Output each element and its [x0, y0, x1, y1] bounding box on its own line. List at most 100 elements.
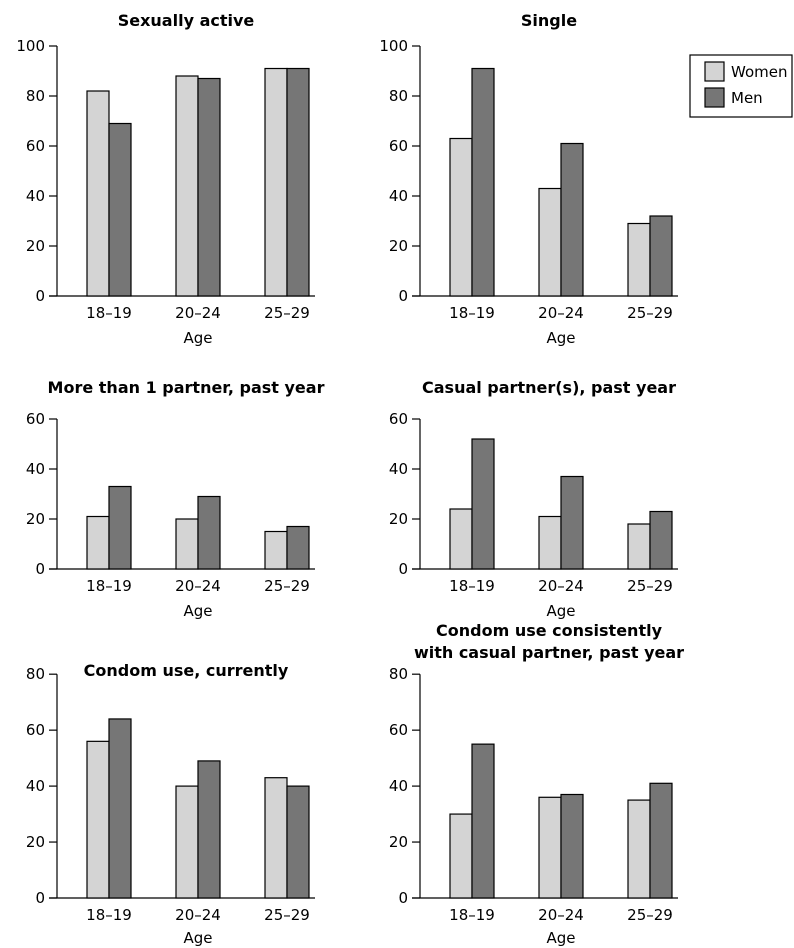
y-tick-label: 20: [389, 833, 408, 851]
x-tick-label: 25–29: [627, 906, 673, 924]
bar-men-1: [108, 122, 132, 297]
x-tick-label: 18–19: [449, 577, 495, 595]
y-tick-label: 0: [35, 560, 45, 578]
y-tick-label: 60: [26, 137, 45, 155]
legend-swatch-women: [704, 61, 725, 82]
bar-men-3: [649, 215, 673, 297]
x-tick-label: 18–19: [86, 304, 132, 322]
bar-women-3: [627, 523, 651, 570]
y-tick-label: 40: [389, 187, 408, 205]
bar-women-1: [449, 508, 473, 570]
y-tick-label: 60: [389, 721, 408, 739]
x-axis-title: Age: [183, 929, 212, 947]
y-tick-label: 80: [26, 87, 45, 105]
y-tick-label: 100: [379, 37, 408, 55]
x-tick-label: 18–19: [449, 304, 495, 322]
bar-women-1: [86, 515, 110, 570]
bar-women-2: [538, 187, 562, 297]
y-tick-label: 60: [389, 137, 408, 155]
bar-men-1: [471, 67, 495, 297]
x-tick-label: 20–24: [175, 304, 221, 322]
chart-title: Single: [521, 11, 577, 30]
bar-women-2: [538, 796, 562, 899]
bar-women-3: [264, 530, 288, 570]
bar-men-2: [197, 760, 221, 899]
bar-men-2: [197, 495, 221, 570]
chart-panel-5: Condom use, currently 0 20 40 60 80 18–19 20–24…: [26, 661, 315, 947]
x-tick-label: 18–19: [86, 906, 132, 924]
chart-title: Condom use consistently: [436, 621, 663, 640]
x-tick-label: 20–24: [538, 577, 584, 595]
y-tick-label: 20: [26, 833, 45, 851]
chart-title: Casual partner(s), past year: [422, 378, 676, 397]
y-tick-label: 40: [26, 777, 45, 795]
bar-men-3: [649, 782, 673, 899]
bar-men-3: [286, 525, 310, 570]
x-tick-label: 18–19: [86, 577, 132, 595]
chart-title: with casual partner, past year: [414, 643, 684, 662]
y-tick-label: 0: [398, 889, 408, 907]
chart-title: Condom use, currently: [84, 661, 289, 680]
y-tick-label: 20: [26, 510, 45, 528]
chart-panel-3: More than 1 partner, past year 0 20 40 60 18–…: [26, 378, 325, 620]
y-tick-label: 0: [35, 287, 45, 305]
x-tick-label: 25–29: [627, 304, 673, 322]
bar-women-1: [86, 90, 110, 297]
bar-women-2: [175, 785, 199, 899]
bar-women-3: [627, 799, 651, 899]
y-tick-label: 60: [26, 721, 45, 739]
x-tick-label: 20–24: [538, 304, 584, 322]
bar-men-2: [560, 793, 584, 899]
y-tick-label: 60: [389, 410, 408, 428]
y-tick-label: 0: [35, 889, 45, 907]
y-tick-label: 60: [26, 410, 45, 428]
bar-men-2: [197, 77, 221, 297]
y-tick-label: 40: [26, 460, 45, 478]
bar-women-3: [264, 777, 288, 899]
bar-men-3: [286, 67, 310, 297]
bar-women-1: [449, 813, 473, 899]
bar-women-3: [627, 222, 651, 297]
bar-women-2: [175, 75, 199, 297]
y-tick-label: 0: [398, 560, 408, 578]
bar-men-1: [471, 438, 495, 570]
y-tick-label: 40: [389, 777, 408, 795]
y-tick-label: 0: [398, 287, 408, 305]
bar-women-3: [264, 67, 288, 297]
legend-label-men: Men: [731, 89, 763, 107]
y-tick-label: 40: [26, 187, 45, 205]
bar-men-2: [560, 475, 584, 570]
x-axis-title: Age: [183, 329, 212, 347]
bar-men-3: [286, 785, 310, 899]
x-tick-label: 20–24: [538, 906, 584, 924]
y-tick-label: 20: [389, 237, 408, 255]
chart-panel-4: Casual partner(s), past year 0 20 40 60 18–19…: [389, 378, 678, 620]
x-axis-title: Age: [183, 602, 212, 620]
chart-panel-6: Condom use consistently with casual partn…: [389, 621, 684, 947]
x-axis-title: Age: [546, 929, 575, 947]
legend: Women Men: [689, 54, 793, 118]
x-axis-title: Age: [546, 329, 575, 347]
bar-women-2: [175, 518, 199, 570]
bar-men-1: [108, 718, 132, 899]
x-tick-label: 25–29: [627, 577, 673, 595]
x-tick-label: 25–29: [264, 906, 310, 924]
chart-panel-1: Sexually active 0 20 40 60 80 100 18–19 20–24 25–…: [16, 11, 315, 347]
y-tick-label: 100: [16, 37, 45, 55]
bar-women-1: [86, 740, 110, 899]
x-tick-label: 25–29: [264, 577, 310, 595]
bar-men-1: [108, 485, 132, 570]
x-axis-title: Age: [546, 602, 575, 620]
bar-men-2: [560, 142, 584, 297]
bar-women-2: [538, 515, 562, 570]
chart-title: More than 1 partner, past year: [48, 378, 325, 397]
y-tick-label: 80: [389, 665, 408, 683]
bar-women-1: [449, 137, 473, 297]
y-tick-label: 80: [26, 665, 45, 683]
x-tick-label: 20–24: [175, 577, 221, 595]
chart-panel-2: Single 0 20 40 60 80 100 18–19 20–24 25–29 Age: [379, 11, 678, 347]
chart-title: Sexually active: [118, 11, 255, 30]
x-tick-label: 25–29: [264, 304, 310, 322]
x-tick-label: 18–19: [449, 906, 495, 924]
